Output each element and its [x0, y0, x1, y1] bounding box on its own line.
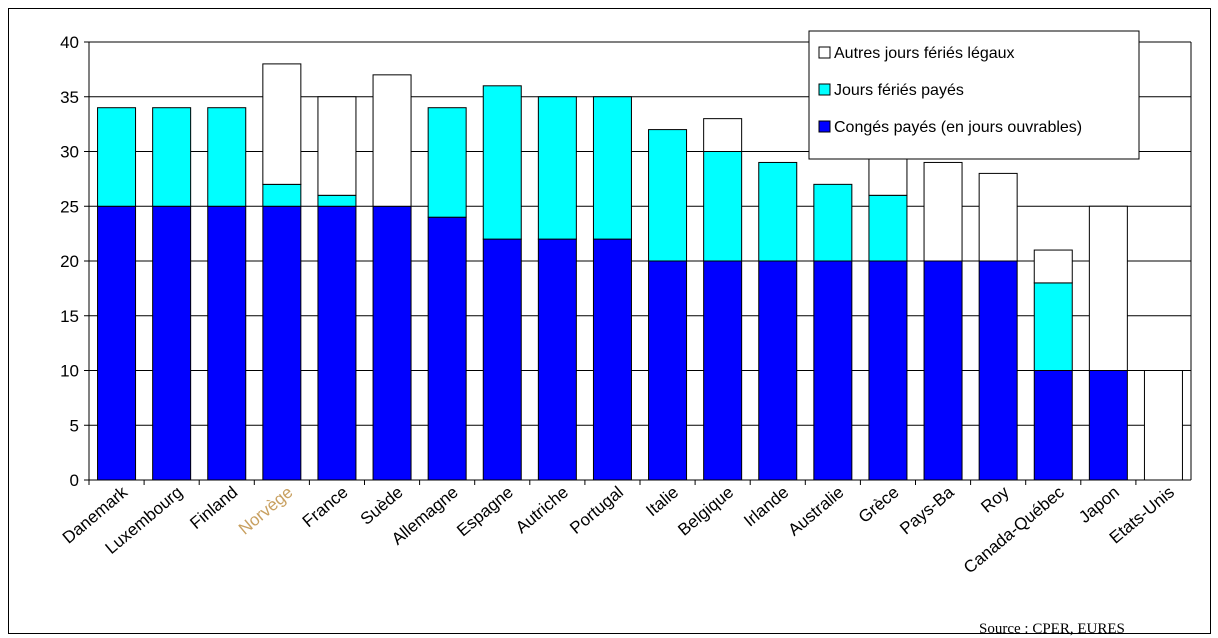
y-tick-label: 40 — [60, 33, 79, 52]
x-tick-label: Australie — [785, 483, 848, 540]
bar-segment — [262, 205, 302, 481]
bar-segment — [923, 260, 963, 481]
bar-segment — [317, 96, 357, 196]
x-tick-label: Irlande — [740, 483, 792, 531]
legend-label: Autres jours fériés légaux — [834, 45, 1015, 62]
bar-segment — [207, 107, 247, 207]
bar-segment — [1143, 370, 1183, 481]
x-tick-label: Belgique — [674, 483, 737, 540]
y-tick-label: 25 — [60, 197, 79, 216]
legend-box — [808, 30, 1140, 160]
bar-segment — [427, 107, 467, 218]
x-tick-label: Espagne — [453, 483, 517, 541]
bar-segment — [703, 151, 743, 262]
x-tick-label: Japon — [1075, 483, 1123, 527]
bar-segment — [372, 205, 412, 481]
bar-segment — [592, 238, 632, 481]
bar-segment — [372, 74, 412, 207]
legend-swatch — [818, 120, 831, 133]
bar-segment — [648, 129, 688, 262]
y-tick-label: 0 — [70, 471, 79, 490]
bar-segment — [97, 205, 137, 481]
x-tick-label: Italie — [642, 483, 682, 521]
bar-segment — [868, 194, 908, 262]
bar-segment — [207, 205, 247, 481]
y-tick-label: 5 — [70, 416, 79, 435]
bar-segment — [813, 183, 853, 262]
y-tick-label: 20 — [60, 252, 79, 271]
bar-segment — [978, 260, 1018, 481]
x-tick-label: Autriche — [512, 483, 572, 538]
legend-swatch — [818, 83, 831, 96]
bar-segment — [152, 107, 192, 207]
x-tick-label: Finland — [186, 483, 241, 533]
bar-segment — [648, 260, 688, 481]
x-tick-label: Canada-Québec — [960, 482, 1068, 577]
bar-segment — [1033, 249, 1073, 284]
x-tick-label: Suède — [357, 483, 407, 529]
bar-segment — [262, 183, 302, 207]
bar-segment — [97, 107, 137, 207]
bar-segment — [758, 161, 798, 262]
x-tick-label: Roy — [977, 482, 1013, 516]
bar-segment — [758, 260, 798, 481]
chart-frame: 0 5 10 15 20 25 30 35 40 Danemark Luxembourg Finlan… — [8, 8, 1211, 637]
bar-segment — [317, 194, 357, 207]
x-tick-label: Portugal — [566, 483, 627, 538]
bar-segment — [427, 216, 467, 481]
bar-segment — [868, 260, 908, 481]
x-tick-label: France — [299, 483, 352, 532]
bar-segment — [1088, 370, 1128, 481]
legend-label: Jours fériés payés — [834, 82, 964, 99]
x-tick-label: Norvège — [235, 483, 296, 539]
bar-segment — [923, 161, 963, 262]
bar-segment — [592, 96, 632, 240]
y-tick-label: 15 — [60, 307, 79, 326]
y-tick-label: 10 — [60, 362, 79, 381]
legend-swatch — [818, 46, 831, 59]
bar-segment — [317, 205, 357, 481]
bar-segment — [703, 118, 743, 152]
y-tick-label: 30 — [60, 143, 79, 162]
bar-segment — [482, 238, 522, 481]
bar-segment — [978, 172, 1018, 262]
bar-segment — [813, 260, 853, 481]
source-note: Source : CPER, EURES — [979, 621, 1125, 637]
y-tick-label: 35 — [60, 88, 79, 107]
bar-segment — [703, 260, 743, 481]
bar-segment — [1033, 370, 1073, 481]
legend-label: Congés payés (en jours ouvrables) — [834, 119, 1082, 136]
bar-segment — [537, 96, 577, 240]
bar-segment — [482, 85, 522, 240]
bar-segment — [152, 205, 192, 481]
bar-segment — [1033, 282, 1073, 371]
bar-segment — [537, 238, 577, 481]
x-tick-label: Pays-Ba — [896, 482, 958, 538]
bar-segment — [262, 63, 302, 185]
x-tick-label: Grèce — [855, 483, 903, 527]
bar-segment — [1088, 205, 1128, 371]
